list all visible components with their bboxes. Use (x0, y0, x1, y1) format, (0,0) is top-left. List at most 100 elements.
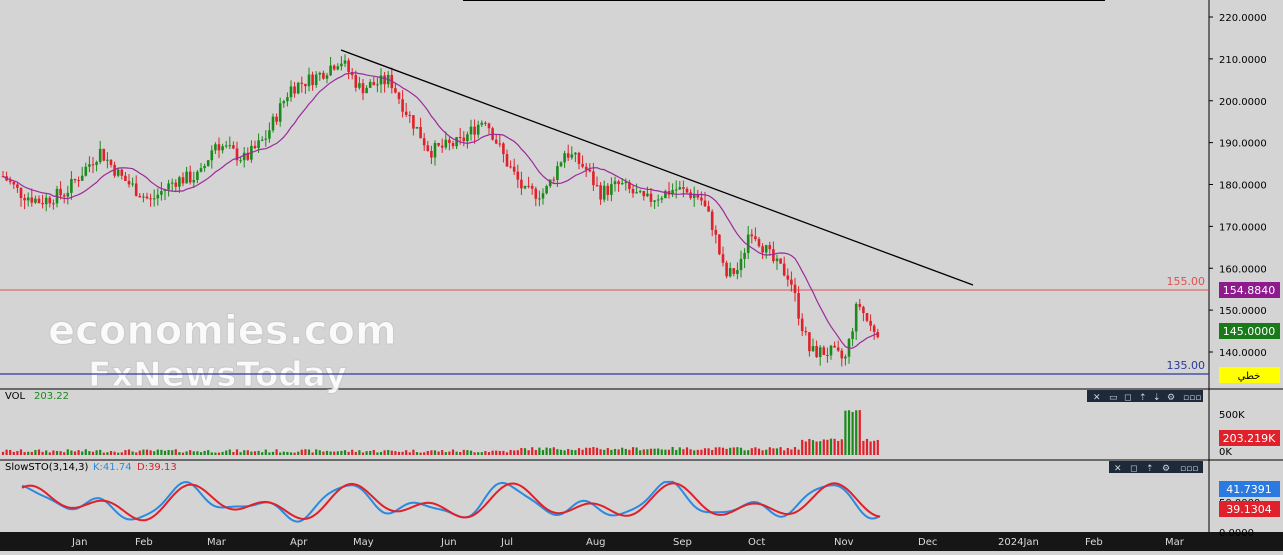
volume-bar (714, 447, 717, 455)
candle-body (685, 188, 689, 193)
candle-body (206, 160, 210, 167)
arrow-up-icon[interactable]: ⇡ (1146, 464, 1154, 474)
minimize-icon[interactable]: ▭ (1109, 393, 1118, 403)
sto-d-label: D:39.13 (137, 462, 177, 473)
x-tick-label: Dec (918, 537, 937, 548)
candle-body (88, 164, 91, 167)
candle-body (98, 148, 102, 163)
sto-tick-label: 0.0000 (1219, 528, 1254, 539)
volume-bar (196, 451, 199, 455)
volume-bar (498, 450, 501, 455)
volume-bar (617, 449, 620, 455)
more-icon[interactable]: ▫▫▫ (1183, 393, 1201, 403)
volume-bar (570, 449, 573, 455)
volume-bar (243, 450, 246, 455)
settings-icon[interactable]: ⚙ (1162, 464, 1170, 474)
linear-badge[interactable]: خطي (1238, 371, 1261, 382)
candle-body (444, 139, 448, 148)
volume-bar (88, 451, 91, 455)
candle-body (120, 169, 124, 176)
volume-bar (689, 449, 692, 455)
candle-body (563, 153, 566, 163)
candle-body (372, 82, 376, 86)
ma-badge: 154.8840 (1223, 284, 1276, 297)
x-tick-label: Jan (71, 537, 87, 548)
candle-body (354, 75, 358, 88)
candle-body (70, 178, 73, 193)
maximize-icon[interactable]: ◻ (1130, 464, 1137, 474)
volume-bar (649, 448, 653, 455)
sto-panel-controls[interactable]: ✕ ◻ ⇡ ⚙ ▫▫▫ (1109, 461, 1203, 474)
volume-bar (783, 450, 786, 455)
volume-bar (217, 452, 221, 455)
candle-body (833, 345, 836, 348)
candle-body (566, 153, 570, 158)
volume-bar (606, 447, 609, 455)
candle-body (635, 192, 638, 194)
candle-body (448, 139, 451, 144)
candle-body (570, 154, 574, 158)
candle-body (95, 162, 98, 165)
x-tick-label: Mar (207, 537, 227, 548)
candle-body (516, 171, 520, 180)
volume-bar (81, 451, 84, 455)
more-icon[interactable]: ▫▫▫ (1180, 464, 1198, 474)
volume-bar (185, 451, 188, 455)
candle-body (217, 144, 221, 151)
candle-body (44, 197, 48, 205)
candle-body (743, 252, 746, 259)
arrow-up-icon[interactable]: ⇡ (1139, 393, 1147, 403)
candle-body (746, 234, 750, 253)
candle-body (185, 171, 188, 184)
candle-body (574, 152, 577, 155)
volume-bar (174, 449, 177, 455)
candle-body (628, 182, 631, 190)
volume-bar (41, 451, 44, 455)
candle-body (404, 111, 408, 115)
volume-bar (181, 452, 185, 455)
candle-body (332, 65, 336, 70)
volume-bar (865, 438, 869, 455)
arrow-down-icon[interactable]: ⇣ (1153, 393, 1161, 403)
volume-bar (383, 450, 386, 455)
volume-bar (858, 410, 861, 455)
volume-bar (102, 452, 105, 455)
candle-body (703, 200, 707, 207)
volume-bar (264, 449, 267, 455)
volume-bar (631, 447, 635, 455)
linear-badge-bg[interactable] (1219, 367, 1280, 383)
close-icon[interactable]: ✕ (1093, 393, 1101, 403)
price-tick-label: 180.0000 (1219, 181, 1267, 192)
volume-bar (610, 449, 613, 455)
trendline[interactable] (340, 49, 974, 286)
volume-bar (696, 449, 699, 455)
volume-panel-controls[interactable]: ✕ ▭ ◻ ⇡ ⇣ ⚙ ▫▫▫ (1087, 390, 1203, 403)
close-icon[interactable]: ✕ (1114, 464, 1122, 474)
candle-body (30, 197, 34, 203)
maximize-icon[interactable]: ◻ (1124, 393, 1131, 403)
volume-bar (750, 448, 753, 455)
volume-bar (34, 450, 37, 455)
volume-bar (491, 450, 494, 455)
volume-bar (106, 452, 109, 455)
volume-bar (225, 450, 228, 455)
settings-icon[interactable]: ⚙ (1167, 393, 1175, 403)
volume-bar (333, 451, 336, 455)
x-tick-label: 2024Jan (998, 537, 1039, 548)
volume-bar (271, 451, 275, 455)
volume-bar (322, 451, 325, 455)
volume-bar (603, 449, 606, 455)
volume-bar (376, 452, 379, 455)
volume-bar (138, 450, 141, 455)
volume-bar (833, 438, 836, 455)
volume-bar (59, 451, 62, 455)
candle-body (754, 236, 757, 240)
candle-body (314, 74, 318, 86)
volume-bar (394, 451, 397, 455)
price-tick-label: 140.0000 (1219, 348, 1267, 359)
candle-body (581, 163, 584, 167)
price-badge: 145.0000 (1223, 325, 1276, 338)
candle-body (584, 166, 588, 170)
candle-body (487, 123, 491, 129)
volume-bar (541, 450, 545, 455)
